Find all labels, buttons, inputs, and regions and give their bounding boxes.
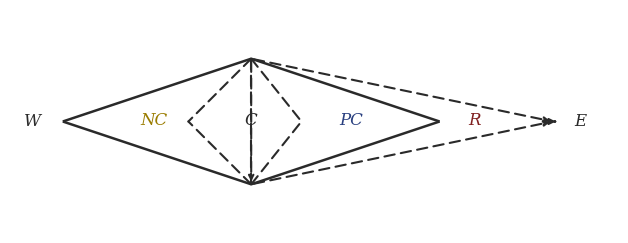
- Text: W: W: [24, 113, 41, 130]
- Text: PC: PC: [340, 112, 364, 129]
- Text: E: E: [575, 113, 587, 130]
- Text: R: R: [468, 112, 480, 129]
- Text: NC: NC: [140, 112, 168, 129]
- Text: C: C: [245, 112, 257, 129]
